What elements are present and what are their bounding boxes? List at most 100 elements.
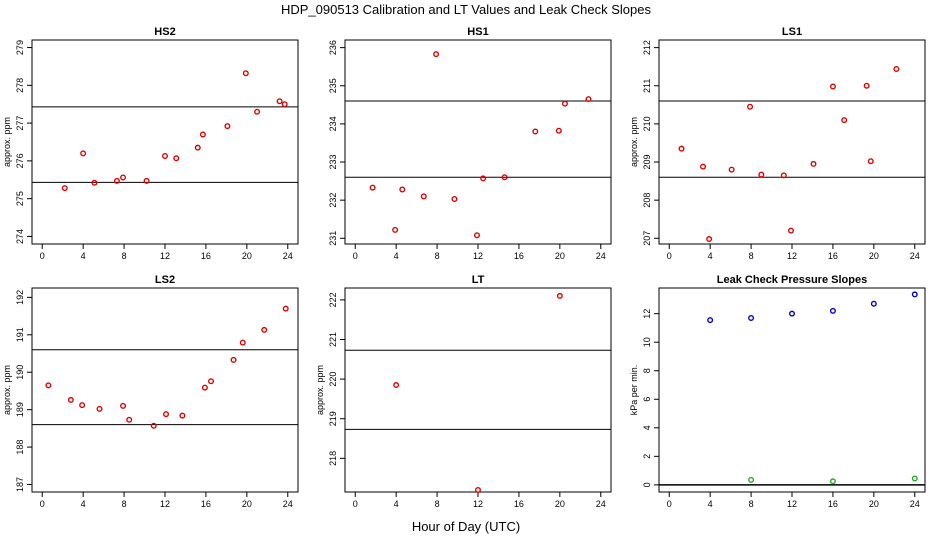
figure-x-axis-label: Hour of Day (UTC)	[412, 519, 520, 534]
data-point	[179, 412, 186, 419]
y-tick-label: 188	[15, 440, 25, 455]
x-tick-label: 24	[910, 499, 920, 509]
panel-title: LS1	[782, 26, 802, 38]
y-tick-label: 211	[642, 79, 652, 93]
data-point	[161, 152, 168, 159]
plot-frame	[658, 39, 926, 245]
data-point	[281, 101, 288, 108]
x-tick-label: 8	[122, 499, 127, 509]
panel-hs2: HS2 0 4 8 12 16 20 24 274 275 276 277 278 279 approx. …	[2, 26, 299, 261]
y-axis-label: approx. ppm	[315, 365, 325, 415]
panel-title: LT	[472, 274, 485, 286]
y-tick-label: 220	[328, 372, 338, 387]
x-tick-label: 8	[435, 499, 440, 509]
y-tick-label: 219	[328, 411, 338, 426]
data-point	[829, 478, 836, 485]
y-tick-label: 235	[328, 78, 338, 93]
x-tick-label: 24	[596, 251, 606, 261]
panel-title: HS1	[467, 26, 488, 38]
data-point	[45, 382, 52, 389]
data-point	[870, 300, 877, 307]
data-point	[150, 422, 157, 429]
x-tick-label: 8	[435, 251, 440, 261]
y-tick-label: 277	[15, 116, 25, 131]
plot-frame	[344, 39, 612, 245]
panel-title: HS2	[154, 26, 175, 38]
data-point	[201, 384, 208, 391]
y-tick-label: 190	[15, 365, 25, 380]
x-tick-label: 0	[353, 499, 358, 509]
y-tick-label: 218	[328, 451, 338, 466]
figure-title: HDP_090513 Calibration and LT Values and…	[281, 2, 652, 17]
plot-frame	[658, 287, 926, 493]
x-tick-label: 0	[40, 499, 45, 509]
x-tick-label: 4	[81, 251, 86, 261]
x-tick-label: 16	[828, 499, 838, 509]
y-tick-label: 8	[642, 368, 652, 373]
data-point	[254, 108, 261, 115]
x-tick-label: 24	[283, 251, 293, 261]
panel-ls1: LS1 0 4 8 12 16 20 24 207 208 209 210 211 212 approx. …	[629, 26, 926, 261]
x-tick-label: 8	[749, 499, 754, 509]
x-tick-label: 12	[160, 251, 170, 261]
y-tick-label: 207	[642, 231, 652, 246]
y-tick-label: 210	[642, 116, 652, 131]
data-point	[173, 155, 180, 162]
data-point	[475, 487, 482, 494]
y-tick-label: 275	[15, 191, 25, 206]
x-tick-label: 24	[283, 499, 293, 509]
data-point	[829, 83, 836, 90]
y-tick-label: 274	[15, 229, 25, 244]
data-point	[556, 292, 563, 299]
data-point	[728, 166, 735, 173]
x-tick-label: 0	[667, 251, 672, 261]
data-point	[501, 174, 508, 181]
plot-frame	[31, 39, 299, 245]
data-point	[120, 174, 127, 181]
x-tick-label: 16	[828, 251, 838, 261]
data-point	[911, 475, 918, 482]
panel-ls2: LS2 0 4 8 12 16 20 24 187 188 189 190 191 192 approx. …	[2, 274, 299, 509]
x-tick-label: 12	[473, 499, 483, 509]
y-tick-label: 209	[642, 155, 652, 170]
y-tick-label: 221	[328, 332, 338, 347]
data-point	[96, 405, 103, 412]
x-tick-label: 12	[160, 499, 170, 509]
data-point	[585, 96, 592, 103]
x-tick-label: 20	[555, 251, 565, 261]
y-tick-label: 0	[642, 482, 652, 487]
plot-frame	[31, 287, 299, 493]
x-tick-label: 8	[122, 251, 127, 261]
data-point	[829, 307, 836, 314]
panel-title: Leak Check Pressure Slopes	[717, 274, 867, 286]
data-point	[707, 317, 714, 324]
y-tick-label: 2	[642, 454, 652, 459]
data-point	[113, 177, 120, 184]
data-point	[126, 416, 133, 423]
data-point	[392, 226, 399, 233]
y-tick-label: 233	[328, 155, 338, 170]
data-point	[120, 402, 127, 409]
x-tick-label: 20	[555, 499, 565, 509]
x-tick-label: 12	[787, 251, 797, 261]
data-point	[393, 382, 400, 389]
y-axis-label: approx. ppm	[629, 117, 639, 167]
data-point	[678, 145, 685, 152]
x-tick-label: 20	[869, 499, 879, 509]
y-axis-label: approx. ppm	[2, 365, 12, 415]
data-point	[841, 117, 848, 124]
x-tick-label: 0	[667, 499, 672, 509]
data-point	[532, 128, 539, 135]
y-tick-label: 236	[328, 40, 338, 55]
data-point	[706, 236, 713, 243]
data-point	[758, 171, 765, 178]
x-tick-label: 20	[869, 251, 879, 261]
data-point	[369, 184, 376, 191]
y-tick-label: 278	[15, 78, 25, 93]
y-tick-label: 208	[642, 193, 652, 208]
panel-title: LS2	[155, 274, 175, 286]
x-tick-label: 4	[394, 499, 399, 509]
data-point	[80, 150, 87, 157]
